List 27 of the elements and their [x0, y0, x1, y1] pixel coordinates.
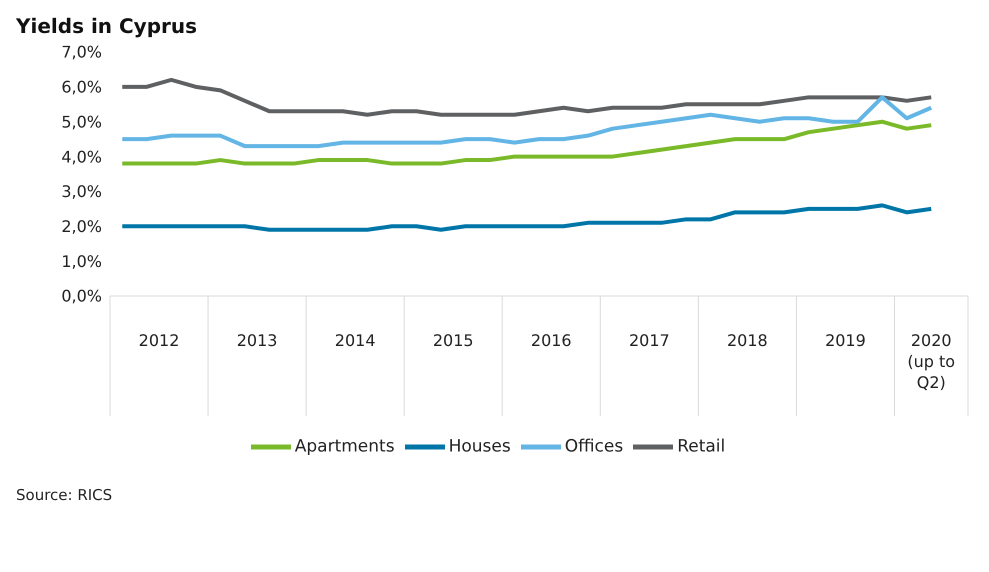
x-tick-label: 2016 — [530, 331, 572, 350]
y-tick-label: 5,0% — [61, 112, 102, 132]
y-tick-label: 6,0% — [61, 78, 102, 97]
line-series — [120, 78, 934, 117]
source-note: Source: RICS — [15, 485, 114, 504]
x-tick-label: 2015 — [432, 331, 474, 350]
chart-title: Yields in Cyprus — [15, 13, 198, 40]
x-tick-label: 2018 — [727, 331, 768, 350]
y-tick-label: 4,0% — [61, 147, 102, 166]
y-tick-label: 3,0% — [61, 182, 102, 202]
x-tick-label: 2013 — [236, 331, 278, 350]
y-tick-label: 0,0% — [61, 286, 102, 306]
y-tick-label: 2,0% — [61, 216, 102, 236]
legend-label: Retail — [677, 436, 726, 457]
legend-label: Houses — [448, 436, 511, 457]
x-tick-label: 2014 — [334, 331, 376, 350]
line-series — [120, 203, 934, 232]
x-tick-label: 2012 — [138, 331, 180, 350]
y-tick-label: 7,0% — [61, 42, 102, 62]
legend-label: Apartments — [294, 436, 395, 457]
x-tick-label: 2017 — [628, 331, 670, 350]
x-tick-label: 2020 (up to Q2) — [907, 331, 956, 392]
line-series — [120, 120, 934, 166]
x-tick-label: 2019 — [825, 331, 866, 350]
legend-label: Offices — [564, 436, 624, 457]
line-series — [120, 95, 934, 148]
y-tick-label: 1,0% — [61, 252, 102, 271]
